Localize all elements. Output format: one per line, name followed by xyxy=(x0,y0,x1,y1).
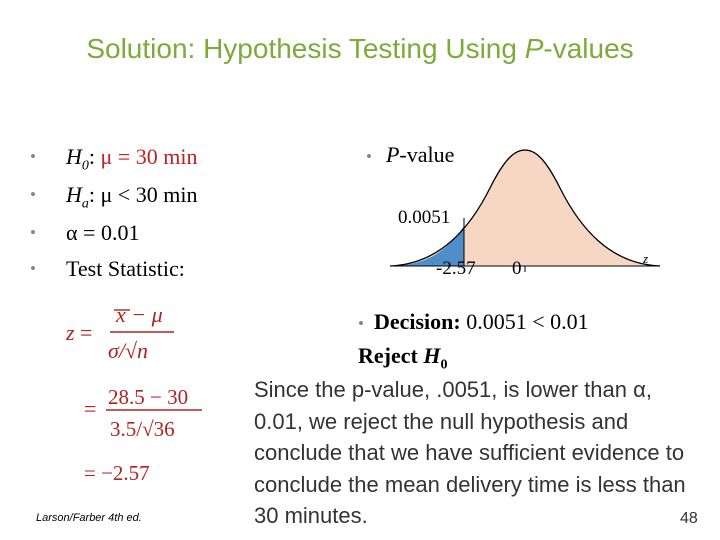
z-axis-label: z xyxy=(643,251,649,266)
curve-line xyxy=(389,149,661,267)
h0-value: μ = 30 min xyxy=(100,144,198,169)
decision-comparison: 0.0051 < 0.01 xyxy=(466,309,589,334)
test-statistic-formula: z = x − μ σ/√n = 28.5 − 30 3.5/√36 = −2.… xyxy=(66,302,202,485)
formula-z: z xyxy=(66,320,75,345)
z-tick-neg: -2.57 xyxy=(436,258,476,279)
alpha-value: 0.01 xyxy=(100,220,140,245)
formula-den2: 3.5/√36 xyxy=(110,417,175,441)
bullet-dot: • xyxy=(30,147,36,166)
bullet-dot: • xyxy=(30,259,36,278)
formula-num2: 28.5 − 30 xyxy=(108,385,188,409)
conclusion-paragraph: Since the p-value, .0051, is lower than … xyxy=(254,377,686,528)
z-tick-zero: 0 xyxy=(512,258,522,279)
left-tail-area xyxy=(390,226,464,266)
footer-credit: Larson/Farber 4th ed. xyxy=(36,512,142,524)
formula-eq1: = xyxy=(80,320,92,345)
bullet-dot: • xyxy=(366,147,372,166)
formula-result: = −2.57 xyxy=(84,461,150,485)
formula-den1: σ/√n xyxy=(108,338,148,363)
bullet-dot: • xyxy=(358,314,364,333)
normal-curve-graph xyxy=(389,149,661,272)
bullet-dot: • xyxy=(30,223,36,242)
page-number: 48 xyxy=(680,510,698,527)
formula-eq2: = xyxy=(84,396,96,421)
ha-value: μ < 30 min xyxy=(100,182,198,207)
decision-reject: Reject H0 xyxy=(358,343,448,373)
slide-title: Solution: Hypothesis Testing Using P-val… xyxy=(86,33,634,64)
p-value-label: 0.0051 xyxy=(398,207,451,228)
formula-num1: x − μ xyxy=(115,302,163,327)
bullet-dot: • xyxy=(30,185,36,204)
decision-label: Decision: xyxy=(373,309,461,334)
decision-block: • Decision: 0.0051 < 0.01 Reject H0 xyxy=(358,306,589,381)
bullet-p-value: • P-value xyxy=(366,142,455,167)
